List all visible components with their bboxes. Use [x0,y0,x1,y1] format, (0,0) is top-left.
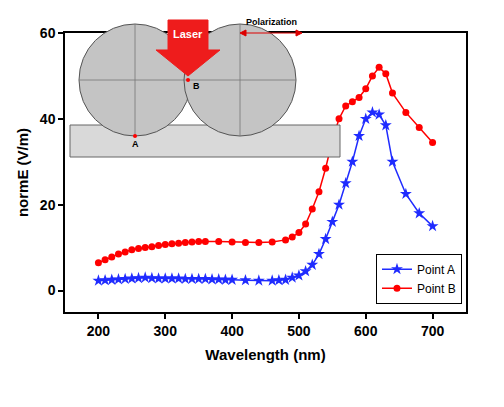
svg-text:40: 40 [40,111,56,127]
svg-text:Wavelength (nm): Wavelength (nm) [205,346,325,363]
svg-text:A: A [132,139,139,149]
svg-text:Laser: Laser [173,28,203,40]
svg-text:Point B: Point B [417,282,456,296]
svg-text:normE (V/m): normE (V/m) [14,128,31,217]
svg-text:700: 700 [421,323,445,339]
svg-text:500: 500 [287,323,311,339]
svg-text:60: 60 [40,25,56,41]
svg-text:B: B [193,81,200,91]
svg-text:200: 200 [87,323,111,339]
svg-text:400: 400 [220,323,244,339]
svg-text:Polarization: Polarization [246,17,297,27]
svg-text:600: 600 [354,323,378,339]
svg-text:300: 300 [154,323,178,339]
svg-text:0: 0 [48,282,56,298]
svg-text:20: 20 [40,197,56,213]
svg-text:Point A: Point A [417,263,455,277]
